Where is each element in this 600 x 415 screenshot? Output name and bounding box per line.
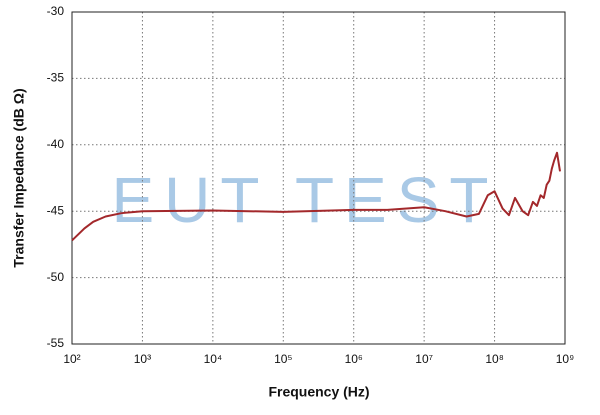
y-tick-label: -35 xyxy=(47,71,65,85)
y-tick-label: -30 xyxy=(47,4,65,18)
x-tick-label: 10² xyxy=(63,352,80,366)
y-tick-label: -40 xyxy=(47,137,65,151)
watermark: EUT TEST xyxy=(111,164,498,236)
x-tick-label: 10⁸ xyxy=(485,352,503,366)
x-tick-label: 10⁶ xyxy=(345,352,363,366)
y-tick-label: -45 xyxy=(47,203,65,217)
x-tick-label: 10⁴ xyxy=(204,352,223,366)
x-tick-label: 10⁹ xyxy=(556,352,575,366)
data-line xyxy=(71,151,562,242)
y-axis-label: Transfer Impedance (dB Ω) xyxy=(11,88,27,267)
x-tick-label: 10⁵ xyxy=(274,352,292,366)
x-tick-label: 10⁷ xyxy=(415,352,433,366)
x-axis-label: Frequency (Hz) xyxy=(268,384,369,400)
y-tick-label: -50 xyxy=(47,270,65,284)
y-tick-label: -55 xyxy=(47,336,65,350)
x-tick-label: 10³ xyxy=(134,352,151,366)
plot-frame xyxy=(71,11,566,345)
